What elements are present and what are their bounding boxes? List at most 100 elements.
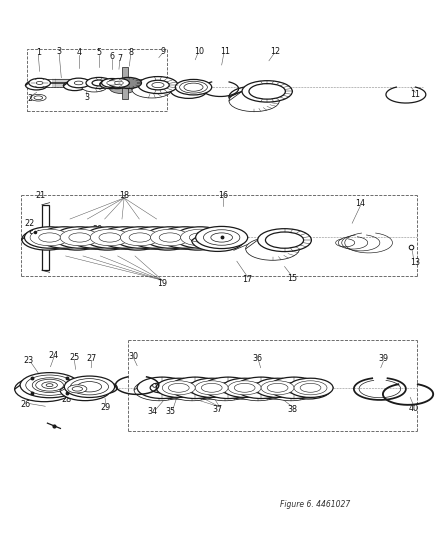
Ellipse shape bbox=[287, 378, 332, 398]
Ellipse shape bbox=[281, 383, 305, 393]
Ellipse shape bbox=[179, 81, 207, 93]
Text: 20: 20 bbox=[92, 225, 102, 234]
Ellipse shape bbox=[52, 229, 102, 250]
Text: 29: 29 bbox=[101, 403, 111, 413]
Text: 2: 2 bbox=[27, 94, 32, 103]
Ellipse shape bbox=[203, 230, 239, 245]
Ellipse shape bbox=[115, 77, 141, 88]
Text: 36: 36 bbox=[252, 354, 262, 363]
Ellipse shape bbox=[77, 382, 101, 392]
Ellipse shape bbox=[60, 379, 110, 401]
Ellipse shape bbox=[98, 228, 148, 249]
Ellipse shape bbox=[152, 83, 164, 87]
Ellipse shape bbox=[261, 381, 293, 395]
Ellipse shape bbox=[22, 229, 72, 250]
Ellipse shape bbox=[26, 375, 73, 395]
Text: 8: 8 bbox=[128, 49, 133, 58]
Ellipse shape bbox=[109, 83, 135, 94]
Ellipse shape bbox=[265, 232, 303, 248]
Ellipse shape bbox=[90, 229, 129, 246]
Text: 22: 22 bbox=[25, 219, 35, 228]
Ellipse shape bbox=[293, 381, 326, 395]
Ellipse shape bbox=[99, 227, 150, 248]
Ellipse shape bbox=[25, 80, 47, 90]
Ellipse shape bbox=[82, 229, 132, 250]
Text: 23: 23 bbox=[24, 356, 34, 365]
Ellipse shape bbox=[265, 379, 315, 401]
Ellipse shape bbox=[285, 380, 330, 399]
Ellipse shape bbox=[228, 381, 261, 395]
Text: 4: 4 bbox=[76, 49, 81, 58]
Ellipse shape bbox=[72, 386, 82, 391]
Ellipse shape bbox=[195, 381, 228, 395]
Ellipse shape bbox=[202, 377, 253, 399]
Ellipse shape bbox=[234, 383, 254, 392]
Ellipse shape bbox=[170, 83, 206, 99]
Ellipse shape bbox=[215, 383, 240, 393]
Text: 3: 3 bbox=[84, 93, 89, 102]
Ellipse shape bbox=[222, 378, 267, 398]
Ellipse shape bbox=[129, 233, 150, 242]
Ellipse shape bbox=[172, 229, 222, 250]
Ellipse shape bbox=[60, 229, 99, 246]
Ellipse shape bbox=[114, 227, 165, 248]
Text: 18: 18 bbox=[119, 191, 129, 200]
Ellipse shape bbox=[34, 96, 42, 100]
Ellipse shape bbox=[248, 84, 285, 99]
Ellipse shape bbox=[101, 78, 122, 87]
Ellipse shape bbox=[14, 377, 74, 402]
Text: 7: 7 bbox=[117, 54, 122, 63]
Ellipse shape bbox=[159, 227, 210, 248]
Text: 17: 17 bbox=[242, 275, 252, 284]
Ellipse shape bbox=[183, 383, 207, 393]
Ellipse shape bbox=[42, 382, 57, 389]
Ellipse shape bbox=[229, 90, 279, 111]
Text: 11: 11 bbox=[410, 90, 420, 99]
Ellipse shape bbox=[167, 379, 217, 401]
Ellipse shape bbox=[187, 380, 232, 399]
Ellipse shape bbox=[248, 383, 272, 393]
Ellipse shape bbox=[236, 377, 286, 399]
Ellipse shape bbox=[74, 81, 83, 85]
Text: 1: 1 bbox=[36, 49, 41, 58]
Text: 34: 34 bbox=[147, 407, 157, 416]
Ellipse shape bbox=[191, 229, 243, 252]
Text: 25: 25 bbox=[69, 353, 79, 362]
Ellipse shape bbox=[219, 380, 265, 399]
Ellipse shape bbox=[64, 376, 114, 398]
Ellipse shape bbox=[168, 383, 189, 392]
Ellipse shape bbox=[138, 77, 177, 94]
Text: 24: 24 bbox=[49, 351, 59, 360]
Ellipse shape bbox=[245, 237, 299, 260]
Ellipse shape bbox=[162, 381, 195, 395]
Ellipse shape bbox=[150, 229, 189, 246]
Ellipse shape bbox=[20, 373, 79, 398]
Ellipse shape bbox=[68, 228, 118, 249]
Ellipse shape bbox=[134, 379, 184, 401]
Ellipse shape bbox=[67, 385, 87, 393]
Ellipse shape bbox=[184, 83, 202, 91]
Ellipse shape bbox=[67, 78, 90, 88]
Text: Figure 6. 4461027: Figure 6. 4461027 bbox=[279, 500, 349, 510]
Text: 30: 30 bbox=[128, 352, 138, 361]
Text: 13: 13 bbox=[410, 258, 420, 267]
Text: 39: 39 bbox=[378, 354, 388, 364]
Ellipse shape bbox=[54, 227, 105, 248]
Text: 37: 37 bbox=[212, 406, 222, 415]
Ellipse shape bbox=[39, 227, 90, 248]
Ellipse shape bbox=[175, 227, 225, 248]
Text: 16: 16 bbox=[218, 191, 227, 200]
Text: 40: 40 bbox=[408, 405, 418, 414]
Ellipse shape bbox=[70, 378, 108, 395]
Ellipse shape bbox=[99, 233, 120, 242]
Ellipse shape bbox=[46, 384, 53, 386]
Text: 11: 11 bbox=[219, 47, 229, 56]
Ellipse shape bbox=[108, 78, 129, 87]
Text: 6: 6 bbox=[109, 52, 114, 61]
Ellipse shape bbox=[229, 86, 279, 108]
Text: 5: 5 bbox=[96, 49, 101, 58]
Text: 26: 26 bbox=[20, 400, 30, 409]
Text: 14: 14 bbox=[354, 199, 364, 208]
Ellipse shape bbox=[154, 380, 199, 399]
Ellipse shape bbox=[36, 82, 43, 84]
